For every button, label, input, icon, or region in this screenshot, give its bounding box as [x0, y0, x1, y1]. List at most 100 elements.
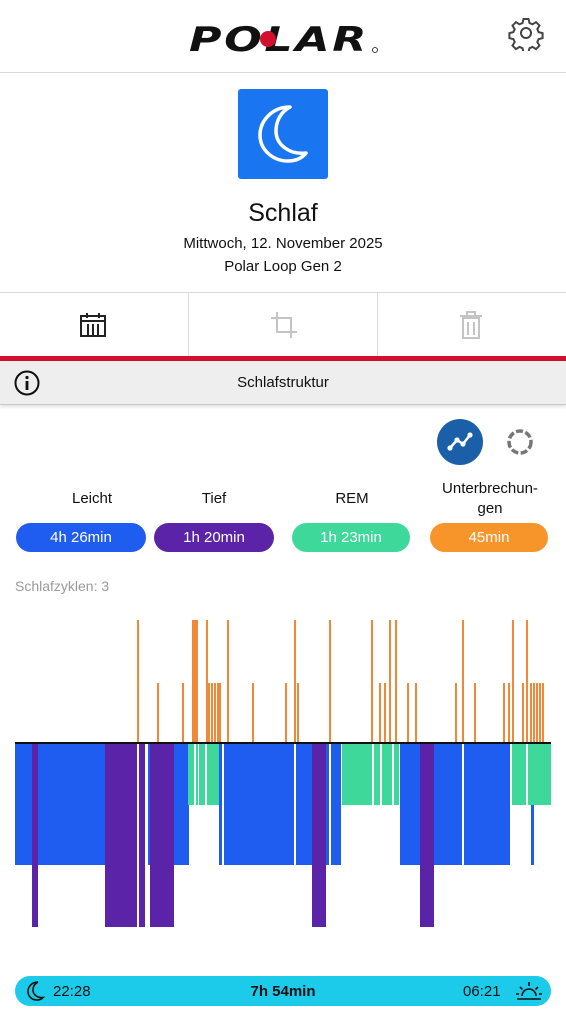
- interruption-spike: [196, 620, 198, 743]
- interruption-spike: [533, 683, 535, 743]
- stage-label: REM: [335, 490, 369, 507]
- deep-sleep-segment: [150, 743, 174, 927]
- calendar-button[interactable]: [0, 293, 188, 356]
- graph-icon: [447, 432, 473, 451]
- awake-gap: [222, 743, 224, 927]
- interruption-spike: [395, 620, 397, 743]
- stage-value-pill: 1h 23min: [292, 523, 410, 552]
- trash-icon: [460, 311, 482, 339]
- interruption-spike: [462, 620, 464, 743]
- delete-button[interactable]: [378, 293, 566, 356]
- interruption-spike: [182, 683, 184, 743]
- crop-icon: [271, 312, 297, 338]
- deep-sleep-segment: [32, 743, 38, 927]
- accent-divider: [0, 356, 566, 361]
- awake-gap: [380, 743, 382, 927]
- sleep-start-time: 22:28: [53, 983, 91, 1000]
- interruption-spike: [512, 620, 514, 743]
- session-date: Mittwoch, 12. November 2025: [183, 235, 383, 252]
- interruption-spike: [389, 620, 391, 743]
- section-title: Schlafstruktur: [237, 374, 329, 391]
- awake-gap: [198, 743, 199, 927]
- interruption-spike: [455, 683, 457, 743]
- app-header: POLAR: [0, 0, 566, 73]
- interruption-spike: [157, 683, 159, 743]
- interruption-spike: [503, 683, 505, 743]
- interruption-spike: [371, 620, 373, 743]
- interruption-spike: [407, 683, 409, 743]
- light-sleep-segment: [186, 743, 189, 865]
- interruption-spike: [227, 620, 229, 743]
- interruption-spike: [530, 683, 532, 743]
- gear-icon[interactable]: [508, 15, 544, 51]
- sleep-summary: Schlaf Mittwoch, 12. November 2025 Polar…: [0, 73, 566, 293]
- polar-logo: POLAR: [189, 20, 378, 58]
- interruption-spike: [329, 620, 331, 743]
- rem-segment: [512, 743, 551, 805]
- interruption-spike: [536, 683, 538, 743]
- awake-gap: [329, 743, 331, 927]
- rem-segment: [342, 743, 399, 805]
- info-icon[interactable]: [14, 370, 40, 396]
- interruption-spike: [208, 683, 210, 743]
- stage-label: Tief: [201, 490, 227, 507]
- stage-value-pill: 45min: [430, 523, 548, 552]
- interruption-spike: [526, 620, 528, 743]
- graph-view-button[interactable]: [437, 419, 483, 465]
- stage-value-pill: 1h 20min: [154, 523, 274, 552]
- deep-sleep-segment: [312, 743, 326, 927]
- deep-sleep-segment: [105, 743, 137, 927]
- sleep-tile: [238, 89, 328, 179]
- light-sleep-segment: [400, 743, 510, 865]
- svg-text:POLAR: POLAR: [189, 20, 369, 58]
- interruption-spike: [384, 683, 386, 743]
- awake-gap: [205, 743, 207, 927]
- action-toolbar: [0, 293, 566, 356]
- device-name: Polar Loop Gen 2: [224, 258, 342, 275]
- stage-label: Leicht: [71, 490, 113, 507]
- awake-gap: [294, 743, 296, 927]
- awake-gap: [392, 743, 394, 927]
- stage-label: Unterbrechun- gen: [442, 480, 538, 517]
- section-header: Schlafstruktur: [0, 361, 566, 405]
- interruption-spike: [508, 683, 510, 743]
- deep-sleep-segment: [139, 743, 145, 927]
- moon-icon: [27, 981, 46, 1001]
- interruption-spike: [542, 683, 544, 743]
- awake-gap: [194, 743, 196, 927]
- calendar-icon: [80, 313, 106, 337]
- interruption-spike: [522, 683, 524, 743]
- moon-icon: [258, 105, 308, 163]
- interruption-spike: [192, 620, 194, 743]
- awake-gap: [526, 743, 528, 927]
- interruption-spike: [297, 683, 299, 743]
- sleep-end-time: 06:21: [463, 983, 501, 1000]
- hypnogram-chart: [15, 620, 551, 927]
- sleep-duration: 7h 54min: [250, 983, 316, 1000]
- baseline: [15, 742, 551, 744]
- awake-gap: [137, 743, 139, 927]
- interruption-spike: [137, 620, 139, 743]
- interruption-spike: [219, 683, 221, 743]
- ring-icon[interactable]: [500, 422, 540, 462]
- interruption-spike: [206, 620, 208, 743]
- sleep-time-bar: 22:28 7h 54min 06:21: [15, 976, 551, 1006]
- interruption-spike: [217, 683, 219, 743]
- interruption-spike: [474, 683, 476, 743]
- deep-sleep-segment: [420, 743, 434, 927]
- interruption-spike: [379, 683, 381, 743]
- awake-gap: [462, 743, 464, 927]
- light-sleep-segment: [15, 743, 105, 865]
- sunrise-icon: [516, 982, 542, 1000]
- interruption-spike: [252, 683, 254, 743]
- interruption-spike: [415, 683, 417, 743]
- interruption-spike: [214, 683, 216, 743]
- stage-value-pill: 4h 26min: [16, 523, 146, 552]
- crop-button[interactable]: [188, 293, 378, 356]
- awake-gap: [146, 743, 148, 927]
- sleep-cycles-count: Schlafzyklen: 3: [15, 578, 110, 594]
- interruption-spike: [539, 683, 541, 743]
- rem-segment: [188, 743, 219, 805]
- page-title: Schlaf: [248, 199, 318, 227]
- awake-gap: [372, 743, 374, 927]
